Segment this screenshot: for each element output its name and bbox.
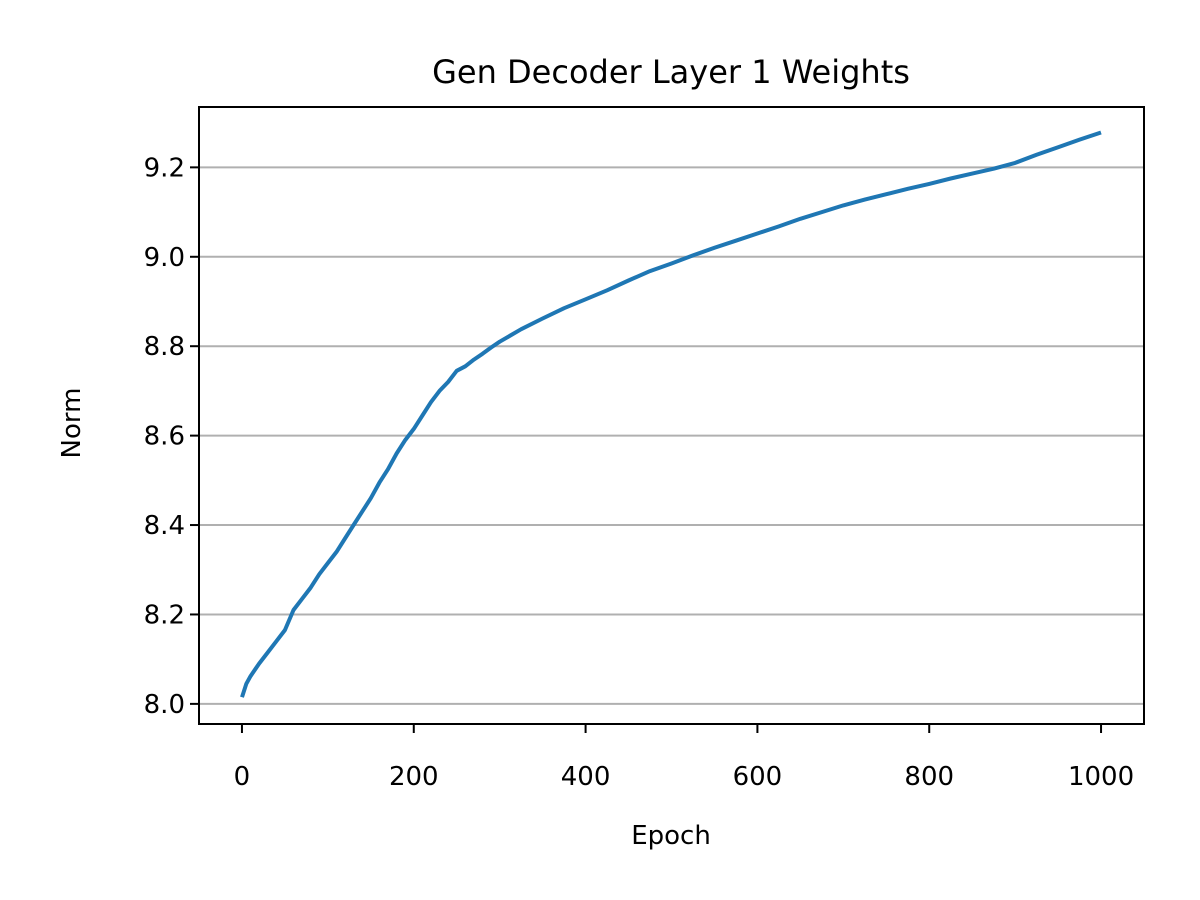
y-tick-label: 8.8	[144, 332, 185, 362]
y-tick-label: 8.2	[144, 600, 185, 630]
plot-frame	[198, 106, 1145, 725]
chart-title: Gen Decoder Layer 1 Weights	[432, 53, 910, 91]
y-tick-label: 8.6	[144, 422, 185, 452]
y-axis: 8.0 8.2 8.4 8.6 8.8 9.0 9.2	[144, 153, 199, 720]
x-tick-label: 800	[904, 762, 954, 792]
y-tick-label: 9.2	[144, 153, 185, 183]
x-tick-label: 0	[234, 762, 251, 792]
series-line	[240, 130, 1102, 698]
x-axis-label: Epoch	[631, 821, 711, 851]
x-tick-label: 400	[561, 762, 611, 792]
gridlines	[199, 166, 1144, 705]
x-tick-label: 200	[389, 762, 439, 792]
y-tick-label: 8.4	[144, 511, 185, 541]
x-axis: 0 200 400 600 800 1000	[234, 724, 1134, 792]
x-tick-label: 1000	[1068, 762, 1134, 792]
series-layer	[240, 130, 1102, 698]
x-tick-label: 600	[733, 762, 783, 792]
y-axis-label: Norm	[57, 388, 87, 459]
y-tick-label: 8.0	[144, 690, 185, 720]
y-tick-label: 9.0	[144, 243, 185, 273]
